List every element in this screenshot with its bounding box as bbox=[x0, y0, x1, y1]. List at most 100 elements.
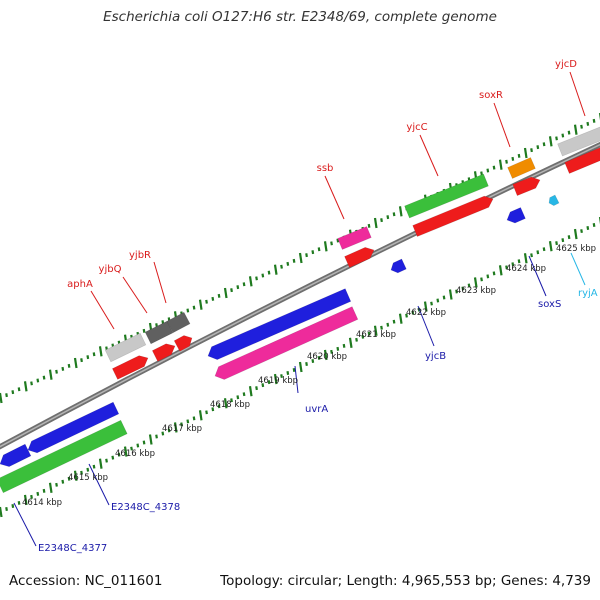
tick-mark bbox=[473, 277, 478, 288]
tick-mark bbox=[117, 452, 121, 457]
gene-soxS[interactable] bbox=[506, 207, 526, 224]
tick-mark bbox=[248, 386, 253, 397]
tick-mark bbox=[298, 252, 303, 264]
tick-mark bbox=[192, 305, 196, 310]
gene-label[interactable]: soxS bbox=[538, 299, 561, 310]
gene-label[interactable]: E2348C_4378 bbox=[111, 502, 180, 513]
tick-mark bbox=[280, 374, 283, 379]
tick-mark bbox=[217, 404, 221, 409]
tick-mark bbox=[286, 261, 290, 266]
gene-soxR-cds[interactable] bbox=[512, 176, 541, 196]
inner-tick-marks bbox=[0, 217, 600, 518]
gene-E2348C_4377b[interactable] bbox=[27, 401, 120, 454]
genome-summary-text: Topology: circular; Length: 4,965,553 bp… bbox=[220, 573, 591, 589]
tick-mark bbox=[105, 458, 108, 463]
leader-line bbox=[570, 252, 586, 286]
gene-yjbQ[interactable] bbox=[144, 320, 174, 345]
tick-mark bbox=[536, 250, 540, 255]
tick-mark bbox=[23, 381, 28, 392]
gene-label[interactable]: ryjA bbox=[578, 288, 598, 299]
gene-yjbR-cds[interactable] bbox=[173, 335, 193, 352]
gene-aphA[interactable] bbox=[104, 332, 147, 363]
gene-label[interactable]: yjcB bbox=[425, 351, 446, 362]
outer-tick-marks bbox=[0, 113, 600, 404]
tick-mark bbox=[336, 346, 340, 351]
ruler-label: 4614 kbp bbox=[22, 498, 62, 508]
tick-mark bbox=[142, 328, 146, 333]
gene-label[interactable]: ssb bbox=[317, 163, 334, 174]
tick-mark bbox=[311, 250, 315, 255]
tick-mark bbox=[380, 325, 383, 330]
gene-label[interactable]: aphA bbox=[67, 279, 93, 290]
tick-mark bbox=[217, 293, 221, 298]
tick-mark bbox=[511, 262, 515, 267]
gene-aphA-cds[interactable] bbox=[111, 355, 149, 380]
labels: 4614 kbp 4615 kbp 4616 kbp 4617 kbp 4618 kbp… bbox=[22, 59, 598, 554]
gene-label[interactable]: yjcD bbox=[555, 59, 577, 70]
tick-mark bbox=[573, 228, 578, 240]
tick-mark bbox=[261, 383, 265, 388]
tick-mark bbox=[5, 393, 8, 398]
tick-mark bbox=[42, 488, 46, 493]
tick-mark bbox=[136, 443, 140, 448]
tick-mark bbox=[192, 416, 196, 421]
gene-yjbR[interactable] bbox=[166, 311, 191, 334]
tick-mark bbox=[198, 410, 203, 421]
tick-mark bbox=[455, 289, 458, 294]
gene-uvrA[interactable] bbox=[207, 288, 352, 360]
tick-mark bbox=[261, 273, 265, 278]
ruler-label: 4618 kbp bbox=[210, 400, 250, 410]
gene-label[interactable]: uvrA bbox=[305, 404, 328, 415]
gene-ryjA[interactable] bbox=[548, 194, 560, 206]
tick-mark bbox=[317, 247, 321, 252]
gene-E2348C_4378[interactable] bbox=[0, 419, 128, 494]
tick-mark bbox=[5, 506, 8, 511]
gene-yjbQ-cds[interactable] bbox=[151, 343, 176, 362]
tick-mark bbox=[511, 156, 515, 161]
ruler-label: 4625 kbp bbox=[556, 244, 596, 254]
gene-ssb[interactable] bbox=[337, 226, 372, 250]
gene-yjcC-cds[interactable] bbox=[412, 195, 494, 237]
tick-mark bbox=[161, 431, 165, 436]
gene-soxR[interactable] bbox=[507, 157, 536, 179]
tick-mark bbox=[573, 124, 578, 135]
tick-mark bbox=[98, 458, 103, 469]
gene-yjcC[interactable] bbox=[404, 173, 489, 219]
gene-label[interactable]: yjbR bbox=[129, 250, 151, 261]
tick-mark bbox=[542, 247, 546, 252]
tick-mark bbox=[373, 325, 378, 336]
gene-label[interactable]: yjbQ bbox=[99, 264, 122, 275]
tick-mark bbox=[73, 470, 78, 481]
gene-label[interactable]: E2348C_4377 bbox=[38, 543, 107, 554]
tick-mark bbox=[48, 482, 53, 493]
tick-mark bbox=[505, 159, 508, 164]
tick-mark bbox=[48, 369, 53, 380]
leader-line bbox=[419, 134, 439, 177]
tick-mark bbox=[211, 407, 215, 412]
gene-ssb-cds[interactable] bbox=[344, 247, 375, 268]
tick-mark bbox=[355, 337, 358, 342]
tick-mark bbox=[505, 265, 508, 270]
gene-yjcB[interactable] bbox=[390, 258, 407, 274]
gene-uvrA-cds[interactable] bbox=[214, 306, 359, 380]
gene-yjcD[interactable] bbox=[557, 124, 600, 157]
tick-mark bbox=[580, 229, 583, 234]
ruler-label: 4624 kbp bbox=[506, 264, 546, 274]
tick-mark bbox=[86, 467, 90, 472]
gene-E2348C_4377[interactable] bbox=[0, 443, 32, 468]
tick-mark bbox=[61, 479, 65, 484]
gene-label[interactable]: yjcC bbox=[406, 122, 427, 133]
gene-yjcD-cds[interactable] bbox=[564, 147, 600, 174]
tick-mark bbox=[305, 253, 308, 258]
map-title: Escherichia coli O127:H6 str. E2348/69, … bbox=[103, 9, 497, 25]
leader-line bbox=[493, 102, 511, 148]
ruler-label: 4623 kbp bbox=[456, 286, 496, 296]
tick-mark bbox=[186, 308, 190, 313]
gene-label[interactable]: soxR bbox=[479, 90, 503, 101]
tick-mark bbox=[148, 434, 153, 445]
tick-mark bbox=[523, 147, 528, 159]
tick-mark bbox=[248, 276, 253, 287]
tick-mark bbox=[280, 264, 283, 269]
tick-mark bbox=[255, 386, 258, 391]
tick-mark bbox=[273, 373, 278, 385]
